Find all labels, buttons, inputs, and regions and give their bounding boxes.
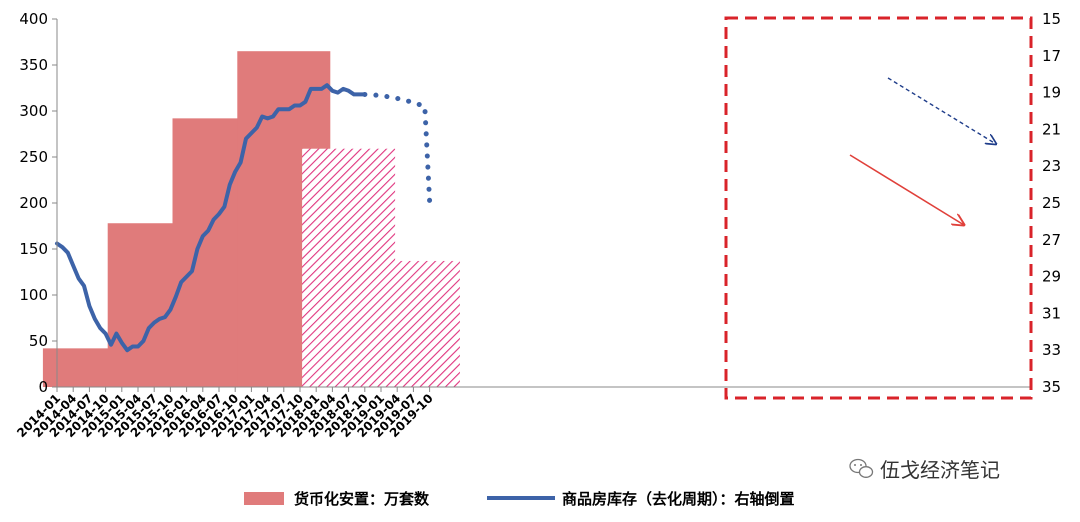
x-axis-ticks: 2014-012014-042014-072014-102015-012015-… <box>14 387 436 440</box>
red-trend-arrow <box>849 154 964 225</box>
inventory-forecast-line <box>362 91 433 204</box>
forecast-box <box>724 16 1033 400</box>
left-tick-label: 250 <box>19 148 48 166</box>
legend-bar-label: 货币化安置：万套数 <box>294 490 430 508</box>
left-tick-label: 0 <box>38 378 48 396</box>
right-tick-label: 23 <box>1042 157 1061 175</box>
legend-line-label: 商品房库存（去化周期）：右轴倒置 <box>562 490 795 508</box>
left-axis-ticks: 0 50 100 150 200 250 300 350 400 <box>19 10 57 396</box>
right-axis-ticks: 15 17 19 21 23 25 27 29 31 33 35 <box>1042 10 1061 396</box>
right-tick-label: 15 <box>1042 10 1061 28</box>
right-tick-label: 17 <box>1042 47 1061 65</box>
right-tick-label: 21 <box>1042 120 1061 138</box>
line-series <box>55 83 433 353</box>
forecast-bar-series <box>302 148 460 387</box>
right-tick-label: 25 <box>1042 194 1061 212</box>
right-tick-label: 19 <box>1042 84 1061 102</box>
watermark: 伍戈经济笔记 <box>849 458 1000 482</box>
left-tick-label: 150 <box>19 240 48 258</box>
right-tick-label: 29 <box>1042 268 1061 286</box>
blue-trend-arrow <box>887 77 996 144</box>
bar-series <box>42 51 331 388</box>
legend: 货币化安置：万套数 商品房库存（去化周期）：右轴倒置 <box>244 490 795 508</box>
right-tick-label: 27 <box>1042 231 1061 249</box>
wechat-logo-icon <box>849 458 874 478</box>
right-tick-label: 35 <box>1042 378 1061 396</box>
watermark-text: 伍戈经济笔记 <box>880 458 1000 482</box>
forecast-bar <box>366 260 460 387</box>
legend-bar-swatch <box>244 492 284 505</box>
right-tick-label: 31 <box>1042 304 1061 322</box>
left-tick-label: 350 <box>19 56 48 74</box>
left-tick-label: 100 <box>19 286 48 304</box>
inventory-line <box>55 83 367 353</box>
left-tick-label: 200 <box>19 194 48 212</box>
left-tick-label: 300 <box>19 102 48 120</box>
left-tick-label: 400 <box>19 10 48 28</box>
left-tick-label: 50 <box>29 332 48 350</box>
right-tick-label: 33 <box>1042 341 1061 359</box>
